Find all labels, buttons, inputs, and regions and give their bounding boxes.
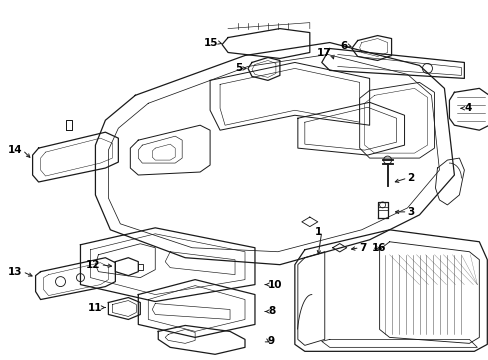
Text: 4: 4 [464,103,471,113]
Text: 10: 10 [267,280,282,289]
Text: 6: 6 [340,41,347,50]
Text: 7: 7 [359,243,366,253]
Text: 17: 17 [317,49,331,58]
Text: 2: 2 [407,173,414,183]
Text: 3: 3 [407,207,414,217]
Text: 12: 12 [86,260,100,270]
Text: 11: 11 [88,302,102,312]
Text: 9: 9 [267,336,274,346]
Text: 16: 16 [371,243,386,253]
Text: 1: 1 [314,227,321,237]
Text: 5: 5 [234,63,242,73]
Text: 13: 13 [8,267,22,276]
Text: 8: 8 [267,306,275,316]
Text: 15: 15 [203,37,218,48]
Text: 14: 14 [8,145,22,155]
